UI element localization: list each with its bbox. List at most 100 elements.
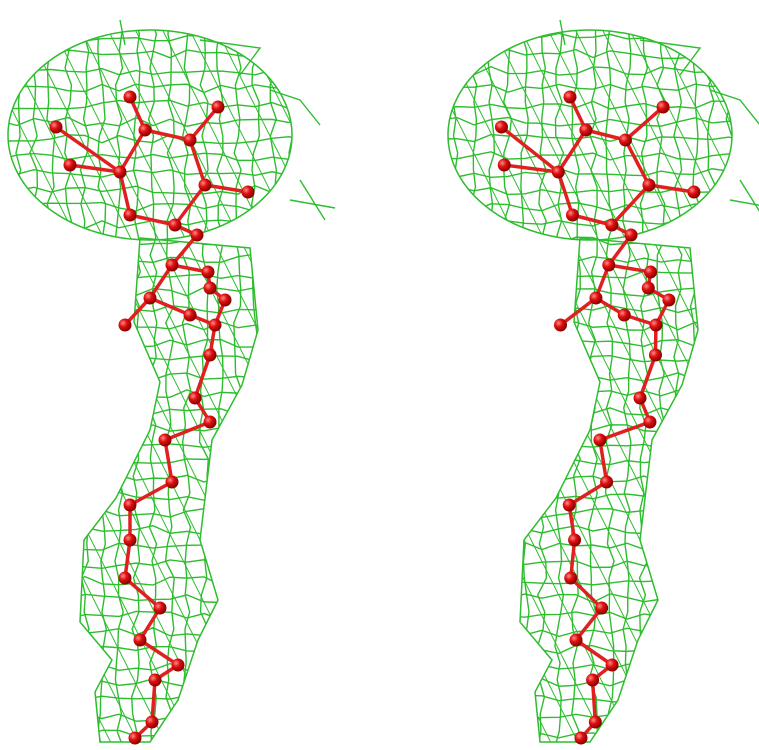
atom <box>498 159 511 172</box>
mesh-line <box>0 373 306 381</box>
mesh-line <box>0 16 306 24</box>
atom <box>568 534 581 547</box>
mesh-line <box>0 424 306 432</box>
atom <box>204 349 217 362</box>
atom <box>154 602 167 615</box>
atom <box>166 259 179 272</box>
atom <box>593 434 606 447</box>
mesh-line <box>538 0 547 748</box>
mesh-line <box>440 50 746 59</box>
mesh-line <box>440 237 746 245</box>
mesh-line <box>202 0 577 750</box>
mesh-line <box>81 0 90 748</box>
mesh-line <box>440 458 746 466</box>
atom <box>124 209 137 222</box>
atom <box>139 124 152 137</box>
mesh-line <box>440 543 746 552</box>
atom <box>589 716 602 729</box>
mesh-line <box>440 526 746 534</box>
mesh-line <box>440 84 746 92</box>
atom <box>586 674 599 687</box>
mesh-line <box>440 561 746 568</box>
mesh-line <box>0 0 142 750</box>
atom <box>172 659 185 672</box>
stereo-panel <box>0 0 686 750</box>
atom <box>563 499 576 512</box>
atom <box>199 179 212 192</box>
atom <box>564 91 577 104</box>
mesh-line <box>440 16 746 24</box>
atom <box>606 659 619 672</box>
mesh-line <box>506 0 759 750</box>
bond <box>175 185 205 225</box>
mesh-line <box>234 0 242 748</box>
atom <box>134 634 147 647</box>
mesh-line <box>0 339 306 347</box>
mesh-line <box>93 0 468 750</box>
mesh-line <box>0 0 60 750</box>
atom <box>625 229 638 242</box>
atom <box>570 634 583 647</box>
mesh-line <box>0 271 306 279</box>
atom <box>189 392 202 405</box>
atom <box>495 121 508 134</box>
mesh-line <box>120 0 495 750</box>
mesh-line <box>751 0 759 750</box>
mesh-line <box>440 305 746 313</box>
mesh-line <box>152 0 527 750</box>
density-mesh <box>0 0 759 750</box>
mesh-line <box>0 390 306 399</box>
mesh-line <box>311 0 686 750</box>
mesh-line <box>0 628 306 636</box>
mesh-line <box>521 0 530 748</box>
atom <box>159 434 172 447</box>
mesh-line <box>0 0 33 750</box>
atom <box>124 91 137 104</box>
mesh-line <box>286 0 293 748</box>
mesh-line <box>440 322 746 330</box>
atom <box>191 229 204 242</box>
mesh-line <box>0 322 306 330</box>
atom <box>50 121 63 134</box>
mesh-line <box>0 543 306 550</box>
mesh-line <box>0 0 6 750</box>
atom <box>642 179 655 192</box>
atom <box>219 294 232 307</box>
mesh-line <box>98 0 107 748</box>
atom <box>114 166 127 179</box>
atom <box>618 309 631 322</box>
mesh-line <box>39 0 414 750</box>
atom <box>595 602 608 615</box>
mesh-line <box>440 492 746 500</box>
atom <box>552 166 565 179</box>
atom <box>589 292 602 305</box>
mesh-line <box>268 0 277 748</box>
mesh-line <box>440 390 746 398</box>
atom <box>634 392 647 405</box>
mesh-line <box>0 356 306 364</box>
atom <box>119 319 132 332</box>
atom <box>129 732 142 745</box>
atom <box>202 266 215 279</box>
atom <box>144 292 157 305</box>
atom <box>184 134 197 147</box>
atom <box>600 476 613 489</box>
atom <box>642 282 655 295</box>
mesh-line <box>440 254 746 262</box>
mesh-line <box>284 0 659 750</box>
bond <box>190 140 205 185</box>
atom <box>574 732 587 745</box>
mesh-line <box>0 459 306 466</box>
atom <box>566 209 579 222</box>
mesh-line <box>0 577 306 586</box>
atom <box>579 124 592 137</box>
atom <box>204 416 217 429</box>
atom <box>209 319 222 332</box>
atom <box>242 186 255 199</box>
mesh-line <box>66 0 441 750</box>
mesh-line <box>0 0 115 750</box>
page: (() => { JSON.parse(document.getElementB… <box>0 0 759 750</box>
mesh-line <box>588 0 759 750</box>
atom <box>602 259 615 272</box>
atom <box>146 716 159 729</box>
